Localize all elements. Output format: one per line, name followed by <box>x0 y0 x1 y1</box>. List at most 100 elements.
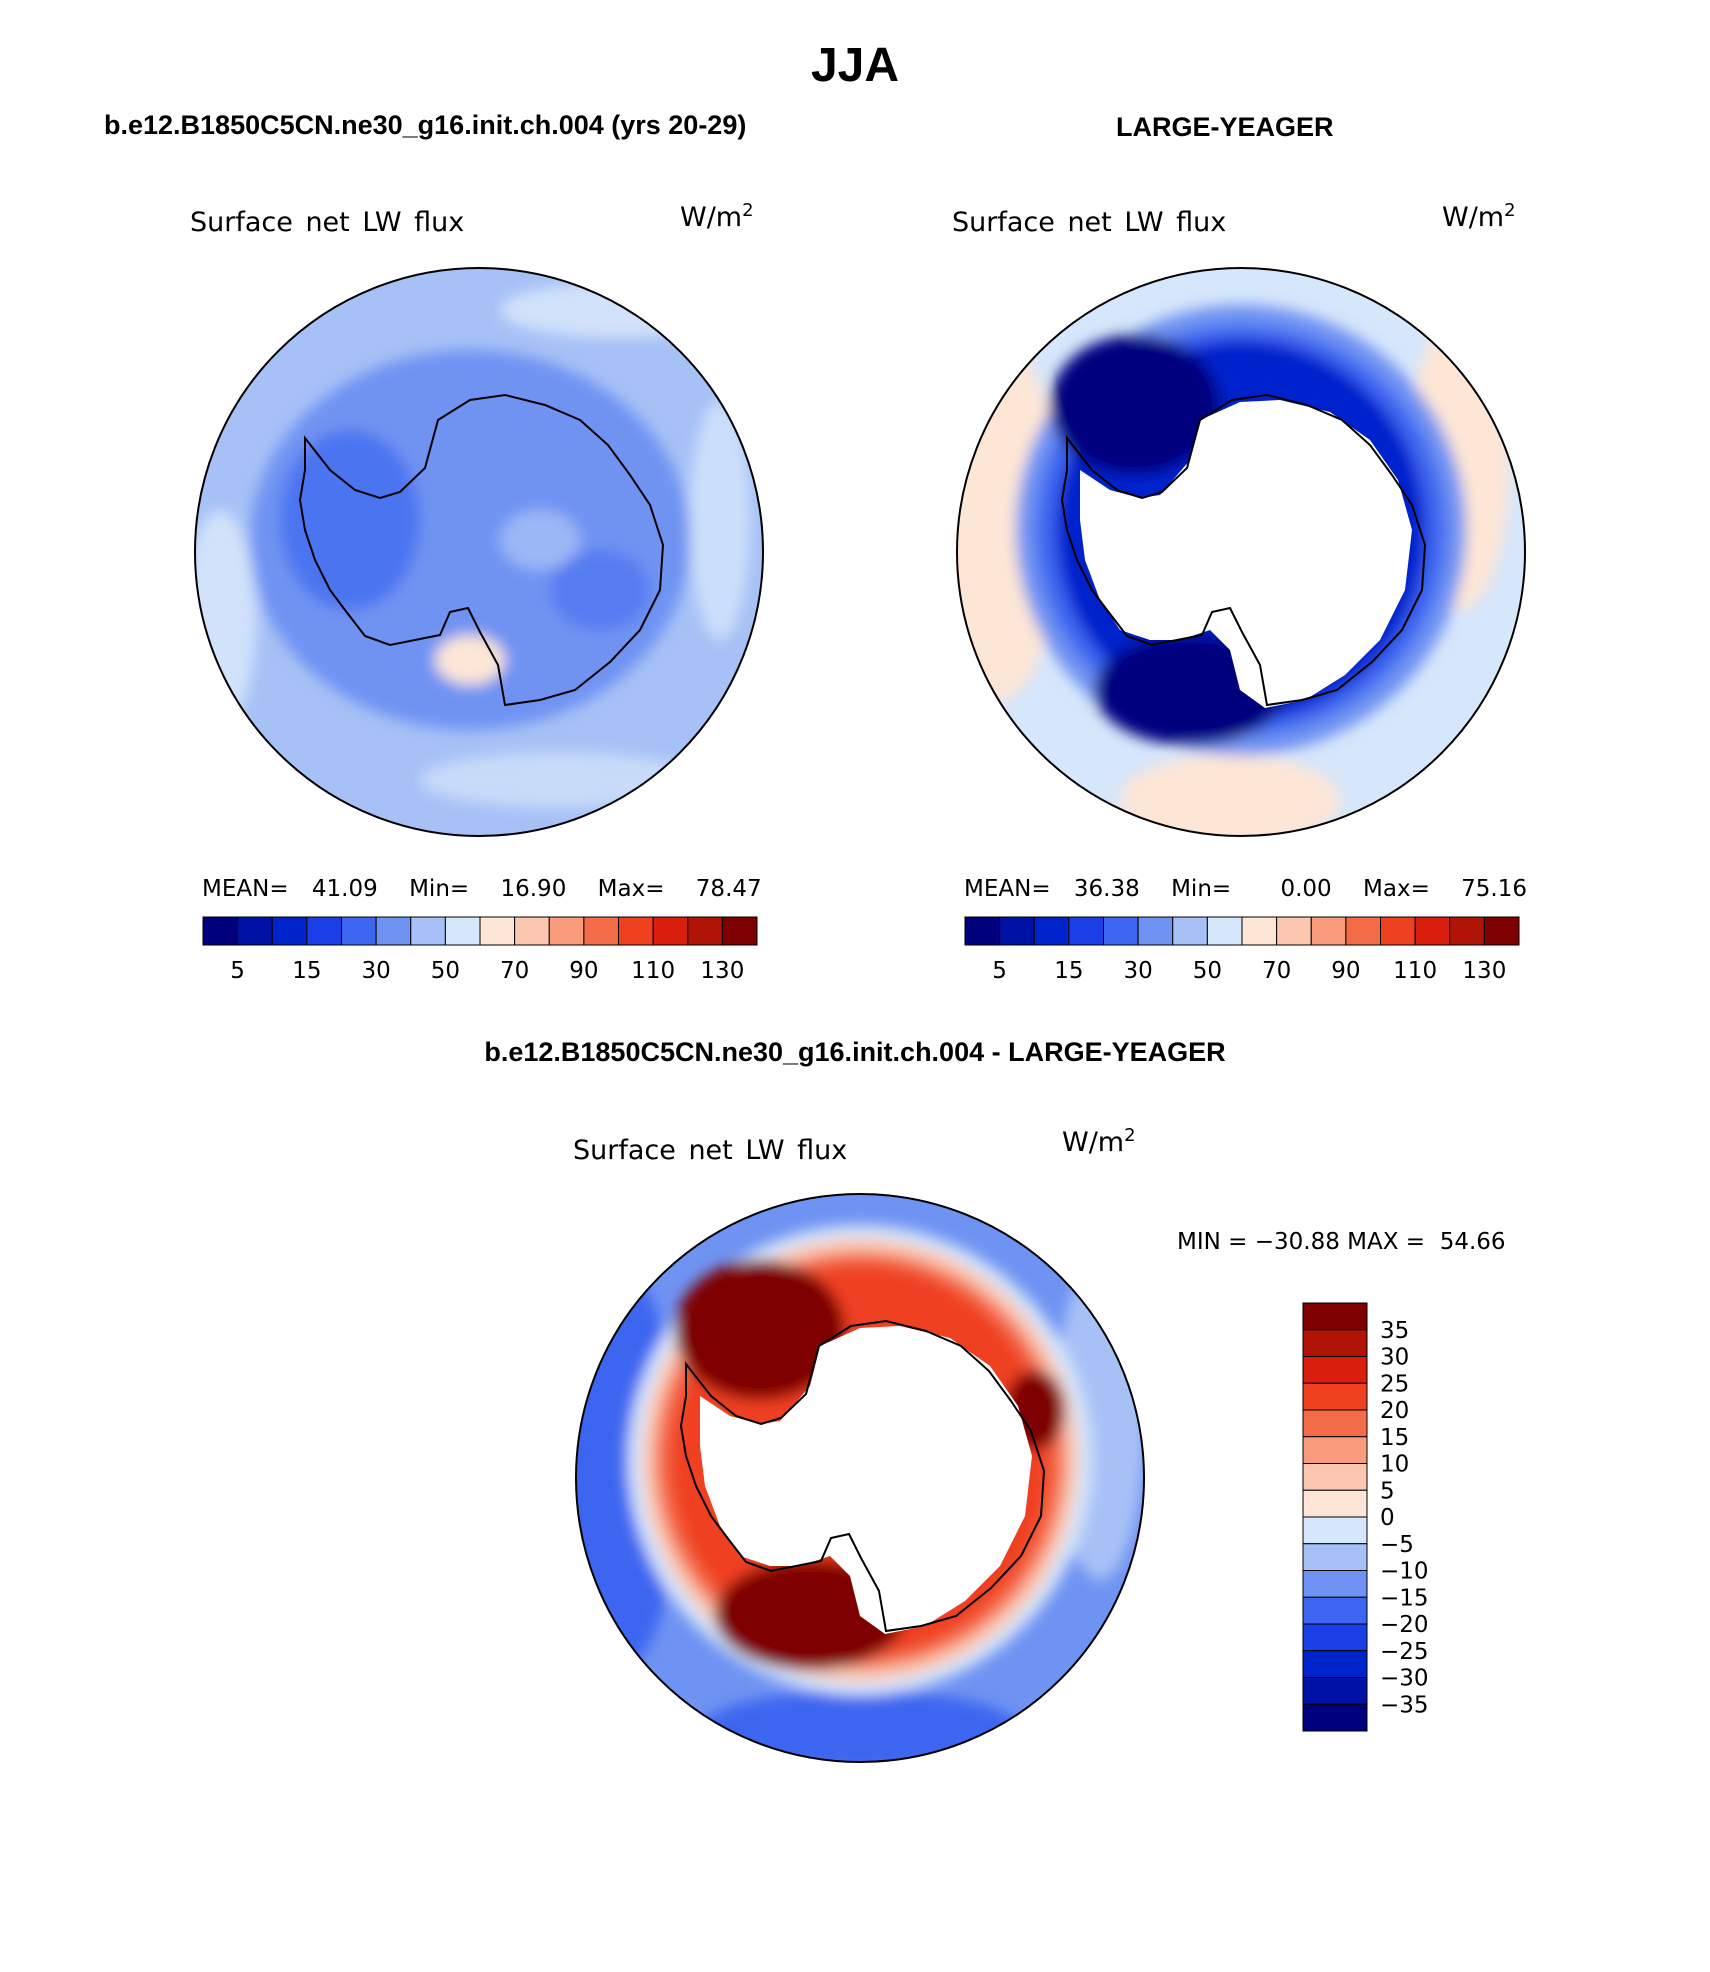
diff-colorbar-tick-label: 30 <box>1380 1345 1409 1371</box>
obs-panel-header: LARGE-YEAGER <box>1116 112 1334 142</box>
model-colorbar-box <box>444 916 481 946</box>
obs-colorbar-tick-label: 30 <box>1123 958 1152 984</box>
model-colorbar-box <box>410 916 446 946</box>
diff-colorbar-tick-label: −15 <box>1380 1585 1429 1611</box>
model-colorbar-tick-label: 110 <box>631 958 675 984</box>
obs-stats: MEAN= 36.38 Min= 0.00 Max= 75.16 <box>964 876 1527 902</box>
diff-panel-header: b.e12.B1850C5CN.ne30_g16.init.ch.004 - L… <box>484 1037 1226 1067</box>
model-colorbar-tick-label: 50 <box>431 958 460 984</box>
obs-mean-value: 36.38 <box>1073 876 1140 902</box>
model-colorbar-tick-label: 70 <box>500 958 529 984</box>
obs-colorbar-box <box>1206 916 1243 946</box>
model-colorbar-box <box>583 916 619 946</box>
model-colorbar-tick-label: 5 <box>230 958 245 984</box>
obs-colorbar-box <box>1033 916 1070 946</box>
diff-colorbar-box <box>1302 1543 1368 1571</box>
diff-colorbar-box <box>1302 1302 1368 1331</box>
obs-colorbar-tick-label: 110 <box>1393 958 1437 984</box>
model-colorbar-box <box>618 916 654 946</box>
diff-units-exp: 2 <box>1124 1125 1136 1146</box>
model-colorbar-box <box>687 916 723 946</box>
obs-min-value: 0.00 <box>1280 876 1332 902</box>
diff-colorbar-box <box>1302 1703 1368 1732</box>
diff-variable-title: Surface net LW flux <box>573 1135 848 1166</box>
model-colorbar-box <box>479 916 516 946</box>
diff-colorbar-tick-label: −5 <box>1380 1532 1414 1558</box>
model-min-value: 16.90 <box>500 876 567 902</box>
diff-colorbar-tick-label: −10 <box>1380 1559 1429 1585</box>
model-colorbar-box <box>306 916 342 946</box>
diff-colorbar-box <box>1302 1409 1368 1438</box>
diff-colorbar-box <box>1302 1329 1368 1357</box>
diff-colorbar-tick-label: 35 <box>1380 1318 1409 1344</box>
model-mean-value: 41.09 <box>311 876 378 902</box>
obs-colorbar-tick-label: 15 <box>1054 958 1083 984</box>
model-colorbar: 5 15 30 50 70 90 110 130 <box>202 916 758 984</box>
diff-colorbar-box <box>1302 1623 1368 1652</box>
model-colorbar-box <box>548 916 585 946</box>
diff-colorbar-tick-label: −35 <box>1380 1692 1429 1718</box>
diff-colorbar-box <box>1302 1650 1368 1678</box>
diff-colorbar-tick-label: 25 <box>1380 1371 1409 1397</box>
diff-colorbar-box <box>1302 1463 1368 1491</box>
model-map-border <box>194 267 764 837</box>
diff-colorbar-tick-label: −20 <box>1380 1612 1429 1638</box>
diff-colorbar-box <box>1302 1356 1368 1384</box>
obs-colorbar-box <box>1068 916 1104 946</box>
obs-units-base: W/m <box>1442 202 1505 233</box>
diff-map-border <box>575 1193 1145 1763</box>
diff-minmax: MIN = −30.88 MAX = 54.66 <box>1177 1229 1506 1255</box>
obs-colorbar-box <box>1137 916 1174 946</box>
obs-colorbar-box <box>1380 916 1416 946</box>
model-colorbar-tick-label: 30 <box>361 958 390 984</box>
diff-colorbar-tick-label: −25 <box>1380 1639 1429 1665</box>
diff-antarctica-coast <box>679 1319 1046 1633</box>
diff-colorbar-tick-label: 0 <box>1380 1505 1395 1531</box>
model-colorbar-box <box>341 916 377 946</box>
obs-colorbar-tick-label: 70 <box>1262 958 1291 984</box>
model-colorbar-box <box>202 916 239 946</box>
model-max-label: Max= <box>597 876 665 902</box>
model-colorbar-box <box>721 916 758 946</box>
diff-units: W/m2 <box>1062 1125 1136 1158</box>
diff-colorbar-tick-label: 20 <box>1380 1398 1409 1424</box>
obs-colorbar-box <box>1345 916 1381 946</box>
obs-colorbar-box <box>999 916 1035 946</box>
diff-colorbar-box <box>1302 1516 1368 1545</box>
diff-colorbar-box <box>1302 1489 1368 1518</box>
diff-colorbar-tick-label: 10 <box>1380 1452 1409 1478</box>
model-colorbar-tick-label: 130 <box>700 958 744 984</box>
obs-variable-title: Surface net LW flux <box>952 207 1227 238</box>
model-colorbar-box <box>514 916 550 946</box>
obs-colorbar-tick-label: 130 <box>1462 958 1506 984</box>
diff-colorbar-box <box>1302 1596 1368 1625</box>
obs-colorbar-box <box>1449 916 1485 946</box>
model-colorbar-tick-label: 90 <box>569 958 598 984</box>
obs-mean-label: MEAN= <box>964 876 1051 902</box>
model-colorbar-box <box>652 916 689 946</box>
diff-colorbar-box <box>1302 1382 1368 1411</box>
obs-colorbar-tick-label: 90 <box>1331 958 1360 984</box>
diff-units-base: W/m <box>1062 1127 1125 1158</box>
obs-map-border <box>956 267 1526 837</box>
model-max-value: 78.47 <box>695 876 762 902</box>
model-variable-title: Surface net LW flux <box>190 207 465 238</box>
obs-colorbar-box <box>1310 916 1347 946</box>
diff-colorbar-box <box>1302 1677 1368 1705</box>
obs-max-value: 75.16 <box>1461 876 1528 902</box>
diff-colorbar-tick-label: 5 <box>1380 1478 1395 1504</box>
obs-max-label: Max= <box>1363 876 1430 902</box>
obs-colorbar-box <box>1414 916 1451 946</box>
obs-colorbar-box <box>1276 916 1312 946</box>
model-colorbar-tick-label: 15 <box>292 958 321 984</box>
obs-units-exp: 2 <box>1504 200 1516 221</box>
model-units: W/m2 <box>680 200 754 233</box>
model-mean-label: MEAN= <box>202 876 289 902</box>
obs-min-label: Min= <box>1171 876 1232 902</box>
model-units-base: W/m <box>680 202 743 233</box>
obs-colorbar-box <box>1241 916 1278 946</box>
obs-colorbar-box <box>964 916 1001 946</box>
